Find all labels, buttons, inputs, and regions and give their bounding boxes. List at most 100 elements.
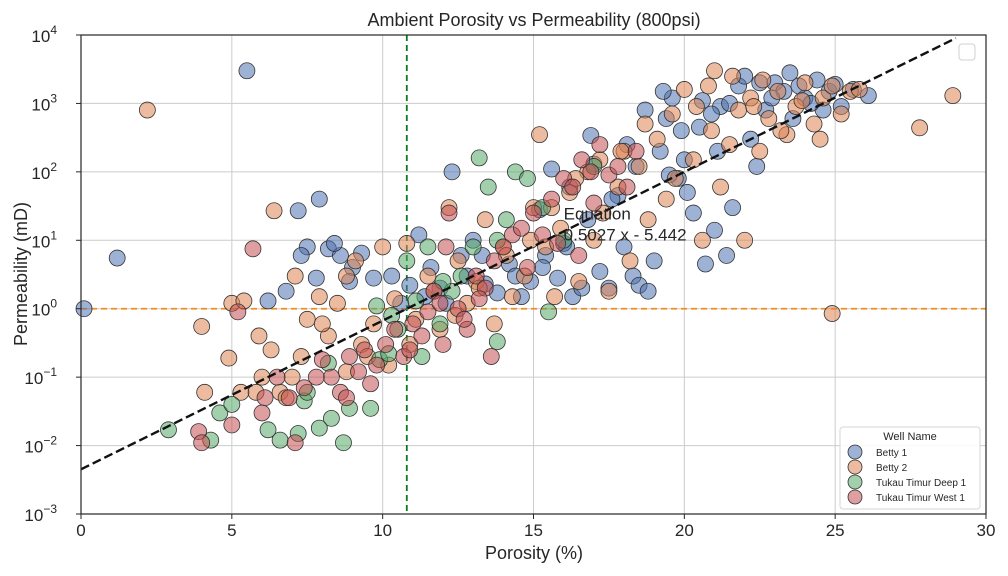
data-point <box>434 336 452 353</box>
legend-marker <box>847 474 863 490</box>
data-point <box>570 273 588 290</box>
data-point <box>413 327 431 345</box>
data-point <box>488 333 506 351</box>
data-point <box>519 170 536 187</box>
data-point <box>745 98 763 115</box>
data-point <box>404 315 422 333</box>
data-point <box>401 276 419 294</box>
legend-marker <box>847 459 863 475</box>
x-tick-label: 20 <box>675 521 694 540</box>
data-point <box>944 87 962 105</box>
data-point <box>772 122 790 140</box>
data-point <box>570 247 588 264</box>
data-point <box>503 288 521 306</box>
data-point <box>591 136 609 154</box>
data-point <box>648 130 666 148</box>
data-point <box>368 297 386 315</box>
data-point <box>365 269 383 287</box>
data-point <box>573 151 591 169</box>
data-point <box>386 320 404 338</box>
data-point <box>193 434 211 452</box>
data-point <box>160 421 177 439</box>
y-tick-label: 10−2 <box>24 434 57 457</box>
y-tick-label: 10−3 <box>24 502 57 525</box>
data-point <box>736 231 754 249</box>
x-tick-label: 30 <box>977 521 996 540</box>
data-point <box>534 259 551 276</box>
data-point <box>374 238 392 256</box>
data-point <box>760 110 778 128</box>
data-point <box>627 142 645 160</box>
data-point <box>645 252 663 270</box>
data-point <box>534 226 551 244</box>
data-point <box>223 395 241 413</box>
data-point <box>911 119 929 137</box>
data-point <box>449 252 467 270</box>
data-point <box>703 105 720 123</box>
data-point <box>256 389 274 407</box>
data-point <box>494 238 512 256</box>
data-point <box>310 190 328 208</box>
data-point <box>814 89 832 107</box>
data-point <box>582 163 600 181</box>
data-point <box>600 282 618 300</box>
data-point <box>700 77 717 95</box>
data-point <box>196 383 214 401</box>
data-point <box>386 290 404 308</box>
data-point <box>362 375 380 393</box>
data-point <box>277 282 295 300</box>
data-point <box>338 389 355 407</box>
data-point <box>543 160 560 178</box>
data-point <box>322 409 340 427</box>
x-axis-ticks: 0 5 10 15 20 25 30 <box>76 514 995 540</box>
data-point <box>531 126 548 144</box>
data-point <box>497 211 515 229</box>
data-point <box>341 348 358 365</box>
data-point <box>609 158 627 175</box>
data-point <box>684 151 702 169</box>
y-axis-ticks: 10−3 10−2 10−1 100 101 102 103 104 <box>24 23 81 525</box>
data-point <box>513 219 530 237</box>
data-point <box>482 348 500 365</box>
data-point <box>805 115 823 133</box>
data-point <box>549 235 567 252</box>
equation-line-2: 0.5027 x - 5.442 <box>564 226 687 245</box>
data-point <box>639 211 657 229</box>
data-point <box>654 82 672 100</box>
data-point <box>419 267 437 285</box>
data-point <box>313 315 331 333</box>
data-point <box>823 77 841 95</box>
data-point <box>464 238 482 256</box>
data-point <box>678 184 696 201</box>
data-point <box>431 294 449 312</box>
data-point <box>356 341 373 359</box>
data-point <box>286 434 304 452</box>
data-point <box>398 235 416 252</box>
data-point <box>748 158 766 175</box>
data-point <box>280 389 298 407</box>
data-point <box>347 252 364 270</box>
data-point <box>271 431 289 449</box>
data-point <box>410 226 428 244</box>
data-point <box>657 190 675 208</box>
data-point <box>265 202 283 220</box>
data-point <box>684 204 702 222</box>
data-point <box>307 269 325 287</box>
legend-entry-label: Betty 1 <box>876 448 908 459</box>
data-point <box>350 363 367 381</box>
data-point <box>675 81 693 98</box>
data-point <box>295 379 313 397</box>
data-point <box>259 421 277 439</box>
data-point <box>307 368 325 386</box>
data-point <box>470 149 488 167</box>
data-point <box>325 235 343 252</box>
data-point <box>730 101 748 119</box>
data-point <box>485 315 503 333</box>
data-point <box>329 294 346 312</box>
data-point <box>322 368 340 386</box>
data-point <box>440 204 458 222</box>
data-point <box>703 122 720 140</box>
data-point <box>193 318 211 335</box>
data-point <box>811 130 829 148</box>
legend-title: Well Name <box>883 431 937 443</box>
